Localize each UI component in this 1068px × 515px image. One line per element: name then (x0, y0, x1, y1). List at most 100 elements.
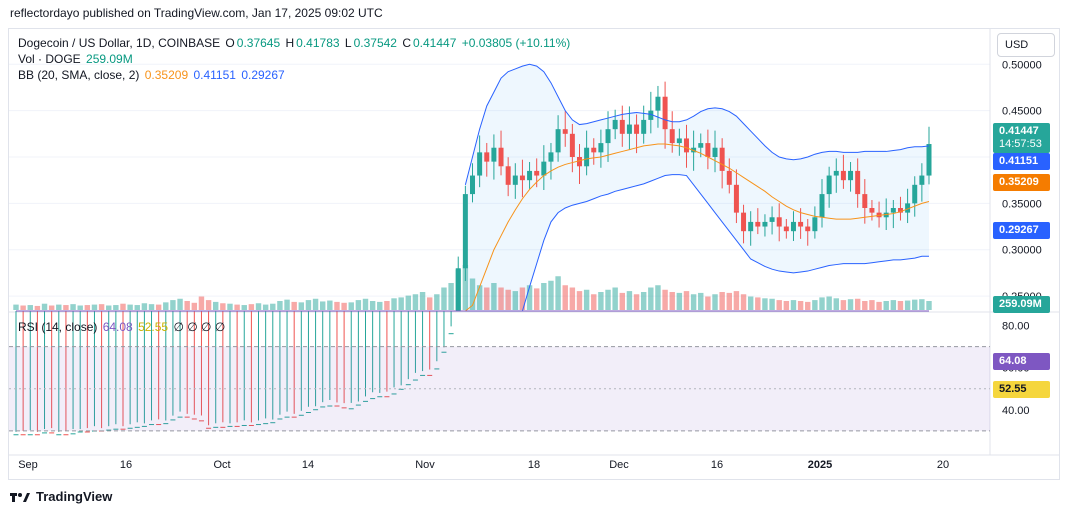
candle-body (156, 424, 162, 426)
candle-body (127, 427, 133, 429)
candle-body (220, 426, 226, 428)
candle-body (498, 147, 504, 167)
candle-body (698, 143, 704, 148)
time-axis-tick: Sep (18, 459, 38, 471)
candle-body (919, 175, 925, 185)
volume-bar (526, 285, 533, 310)
candle-body (355, 404, 361, 406)
candle-body (63, 434, 69, 436)
candle-body (626, 124, 632, 134)
candle-body (248, 424, 254, 426)
time-axis-tick: 18 (527, 459, 541, 471)
candle-body (13, 434, 19, 436)
candle-body (840, 170, 846, 181)
volume-bar (469, 278, 476, 310)
volume-bar (690, 294, 697, 310)
rsi-panel (9, 310, 990, 432)
volume-bar (205, 300, 212, 310)
volume-bar (762, 298, 768, 310)
volume-bar (926, 301, 932, 310)
candle-body (412, 379, 418, 381)
volume-bar (155, 304, 162, 310)
candle-body (534, 170, 540, 176)
candle-body (869, 208, 875, 213)
bollinger-upper-line (464, 63, 930, 185)
volume-bar (633, 294, 640, 310)
volume-bar (113, 305, 119, 310)
candle-body (705, 143, 711, 157)
volume-bar (134, 305, 140, 310)
candle-body (641, 119, 647, 134)
legend-rsi-ma: 52.55 (138, 320, 169, 334)
legend-vol-label: Vol · DOGE (18, 52, 81, 66)
candle-body (462, 194, 468, 269)
volume-bar (904, 300, 911, 310)
candle-body (291, 416, 297, 418)
candle-body (141, 425, 147, 427)
candle-body (541, 161, 547, 176)
legend-bb-upper: 0.41151 (193, 68, 236, 82)
volume-bar (462, 265, 469, 310)
volume-bar (341, 302, 347, 310)
candle-body (191, 418, 197, 420)
volume-bar (662, 289, 668, 310)
candle-body (612, 119, 618, 130)
candle-body (783, 226, 789, 232)
volume-bar (13, 304, 19, 310)
last-price-label: 0.41447 14:57:53 (993, 123, 1050, 153)
candle-body (762, 221, 768, 227)
candlesticks (13, 81, 932, 436)
legend-bb-lower: 0.29267 (241, 68, 285, 82)
candle-body (855, 170, 861, 195)
candle-body (897, 208, 903, 213)
legend-close: 0.41447 (413, 36, 457, 50)
candle-body (305, 412, 311, 413)
volume-bar (284, 299, 290, 310)
candle-body (662, 96, 668, 130)
candle-body (263, 423, 269, 425)
candle-body (234, 425, 240, 427)
candle-body (27, 434, 33, 436)
volume-bar (769, 298, 775, 310)
candle-body (719, 147, 725, 171)
volume-bar (163, 302, 169, 310)
volume-bar (883, 301, 889, 310)
candle-body (605, 129, 611, 144)
candle-body (819, 194, 825, 218)
candle-body (598, 143, 604, 153)
volume-bar (797, 301, 804, 310)
bollinger-lower-line (465, 174, 929, 312)
volume-bar (227, 303, 233, 310)
footer: TradingView (10, 489, 112, 504)
volume-bar (148, 304, 155, 310)
volume-bar (298, 302, 305, 310)
currency-button[interactable]: USD (997, 33, 1055, 57)
volume-bar (876, 301, 882, 310)
volume-bar (270, 303, 276, 310)
time-axis-tick: 16 (710, 459, 724, 471)
price-axis-tick: 0.30000 (1002, 245, 1042, 257)
volume-bar (755, 297, 761, 310)
volume-bar (548, 280, 554, 310)
last-price-value: 0.41447 (999, 125, 1039, 137)
volume-bar (776, 300, 782, 310)
time-axis-tick: 16 (119, 459, 133, 471)
volume-bar (683, 291, 690, 310)
volume-bar (569, 287, 576, 310)
candle-body (405, 384, 411, 386)
volume-bar (384, 301, 390, 310)
candle-body (576, 157, 582, 167)
candle-body (905, 203, 911, 213)
volume-bar (48, 305, 55, 310)
candle-body (926, 144, 932, 176)
candle-body (363, 400, 369, 402)
legend-c-label: C (402, 36, 411, 50)
bollinger-fill-area (465, 64, 929, 312)
volume-bar (712, 294, 718, 310)
volume-bar (847, 299, 854, 310)
volume-bar (640, 292, 647, 310)
candle-body (256, 424, 262, 426)
volume-bar (41, 303, 48, 310)
volume-bar (854, 298, 861, 310)
